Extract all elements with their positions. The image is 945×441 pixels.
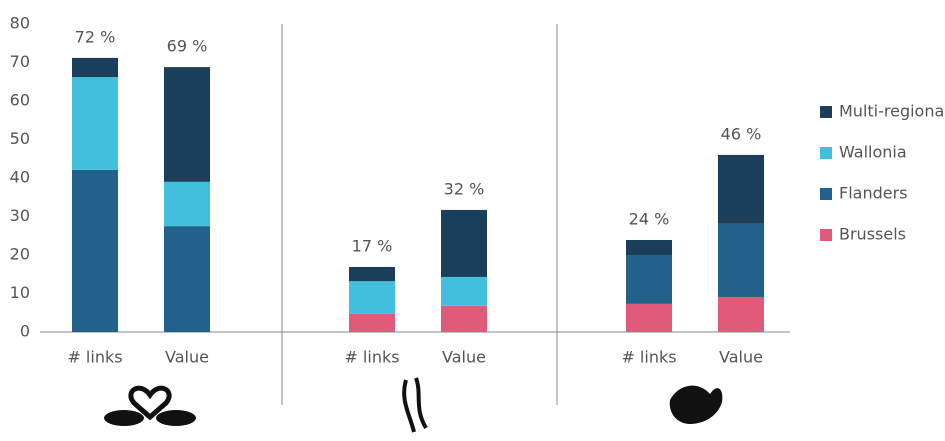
bar-segment bbox=[349, 281, 395, 314]
y-tick-label: 10 bbox=[10, 283, 30, 302]
total-label: 46 % bbox=[721, 124, 762, 143]
bar-segment bbox=[72, 77, 118, 170]
logo bbox=[669, 385, 723, 424]
logo bbox=[402, 377, 428, 433]
x-tick-label: # links bbox=[621, 348, 676, 367]
legend-label: Brussels bbox=[839, 225, 906, 244]
bar-segment bbox=[164, 226, 210, 332]
legend-label: Wallonia bbox=[839, 143, 907, 162]
legend-swatch bbox=[820, 188, 832, 200]
total-label: 24 % bbox=[629, 209, 670, 228]
logo bbox=[104, 385, 196, 426]
total-label: 69 % bbox=[167, 37, 208, 56]
total-label: 32 % bbox=[444, 179, 485, 198]
legend-label: Flanders bbox=[839, 184, 908, 203]
total-label: 17 % bbox=[352, 236, 393, 255]
bar-segment bbox=[349, 313, 395, 332]
y-tick-label: 70 bbox=[10, 52, 30, 71]
bar-segment bbox=[72, 169, 118, 332]
bar-segment bbox=[626, 239, 672, 255]
x-tick-label: # links bbox=[67, 348, 122, 367]
bar-segment bbox=[718, 154, 764, 224]
bar-segment bbox=[718, 223, 764, 297]
bar-segment bbox=[441, 305, 487, 332]
bar-segment bbox=[441, 276, 487, 306]
bar-segment bbox=[164, 181, 210, 227]
y-tick-label: 30 bbox=[10, 206, 30, 225]
bar-segment bbox=[349, 266, 395, 282]
legend-swatch bbox=[820, 229, 832, 241]
legend-swatch bbox=[820, 106, 832, 118]
x-tick-label: Value bbox=[719, 348, 763, 367]
legend-swatch bbox=[820, 147, 832, 159]
x-tick-label: Value bbox=[442, 348, 486, 367]
bar-segment bbox=[718, 296, 764, 332]
x-tick-label: # links bbox=[344, 348, 399, 367]
y-tick-label: 50 bbox=[10, 129, 30, 148]
bar-segment bbox=[72, 57, 118, 78]
total-label: 72 % bbox=[75, 27, 116, 46]
legend-label: Multi-regional bbox=[839, 102, 945, 121]
bar-segment bbox=[164, 67, 210, 182]
y-tick-label: 60 bbox=[10, 91, 30, 110]
y-tick-label: 0 bbox=[20, 322, 30, 341]
bar-segment bbox=[626, 255, 672, 304]
bar-segment bbox=[626, 303, 672, 332]
bar-segment bbox=[441, 209, 487, 277]
x-tick-label: Value bbox=[165, 348, 209, 367]
y-tick-label: 40 bbox=[10, 168, 30, 187]
y-tick-label: 20 bbox=[10, 245, 30, 264]
y-tick-label: 80 bbox=[10, 14, 30, 33]
